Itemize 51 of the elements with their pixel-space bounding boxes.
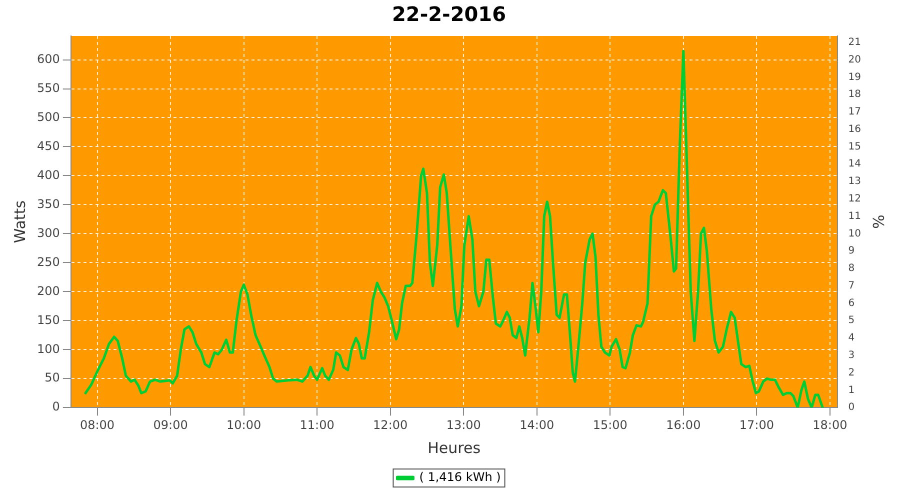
x-tick-label: 13:00 — [446, 418, 481, 432]
y-axis-title: Watts — [10, 200, 29, 244]
y2-tick-label: 13 — [848, 176, 862, 188]
x-axis-title: Heures — [428, 438, 481, 457]
x-tick-label: 11:00 — [300, 418, 334, 432]
y2-tick-label: 9 — [848, 246, 855, 257]
x-tick-label: 09:00 — [153, 418, 188, 432]
y2-tick-label: 16 — [848, 124, 862, 135]
x-tick-label: 14:00 — [520, 418, 554, 432]
x-tick-label: 18:00 — [812, 418, 848, 432]
y2-tick-label: 5 — [848, 315, 855, 326]
y-tick-label: 0 — [52, 400, 60, 414]
chart-title: 22-2-2016 — [392, 2, 506, 26]
y2-tick-label: 7 — [848, 280, 855, 292]
x-tick-label: 15:00 — [592, 418, 628, 432]
y2-tick-label: 10 — [848, 228, 862, 240]
y-tick-label: 500 — [37, 110, 60, 124]
y2-tick-label: 18 — [848, 89, 862, 100]
legend-label: ( 1,416 kWh ) — [419, 470, 501, 484]
y-tick-label: 450 — [37, 138, 60, 153]
x-tick-label: 08:00 — [80, 418, 115, 432]
y-tick-label: 350 — [37, 196, 60, 211]
y-tick-label: 550 — [37, 80, 60, 95]
y2-tick-label: 12 — [848, 194, 862, 205]
y-tick-label: 100 — [37, 342, 60, 356]
x-tick-label: 16:00 — [666, 418, 701, 432]
y2-tick-label: 4 — [848, 332, 855, 344]
y2-tick-label: 17 — [848, 106, 862, 118]
y-tick-label: 200 — [37, 284, 60, 298]
y2-axis-title: % — [869, 214, 888, 229]
y2-tick-label: 0 — [848, 402, 855, 414]
y2-tick-label: 8 — [848, 263, 855, 274]
y2-tick-label: 14 — [848, 158, 862, 170]
y2-tick-label: 21 — [848, 37, 862, 48]
y2-tick-label: 6 — [848, 298, 855, 309]
y2-tick-label: 11 — [848, 210, 862, 222]
x-tick-label: 10:00 — [226, 418, 262, 432]
x-tick-label: 17:00 — [739, 418, 774, 432]
y-tick-label: 150 — [37, 312, 60, 327]
y-tick-label: 50 — [44, 370, 60, 385]
y2-tick-label: 3 — [848, 350, 855, 362]
x-tick-label: 12:00 — [373, 418, 408, 432]
y-tick-label: 400 — [37, 168, 60, 182]
y-tick-label: 600 — [37, 52, 60, 66]
y2-tick-label: 19 — [848, 72, 862, 83]
y2-tick-label: 2 — [848, 367, 855, 378]
y2-tick-label: 15 — [848, 141, 862, 152]
y2-tick-label: 1 — [848, 384, 855, 396]
y-tick-label: 250 — [37, 254, 60, 269]
y-tick-label: 300 — [37, 226, 60, 240]
y2-tick-label: 20 — [848, 54, 862, 66]
